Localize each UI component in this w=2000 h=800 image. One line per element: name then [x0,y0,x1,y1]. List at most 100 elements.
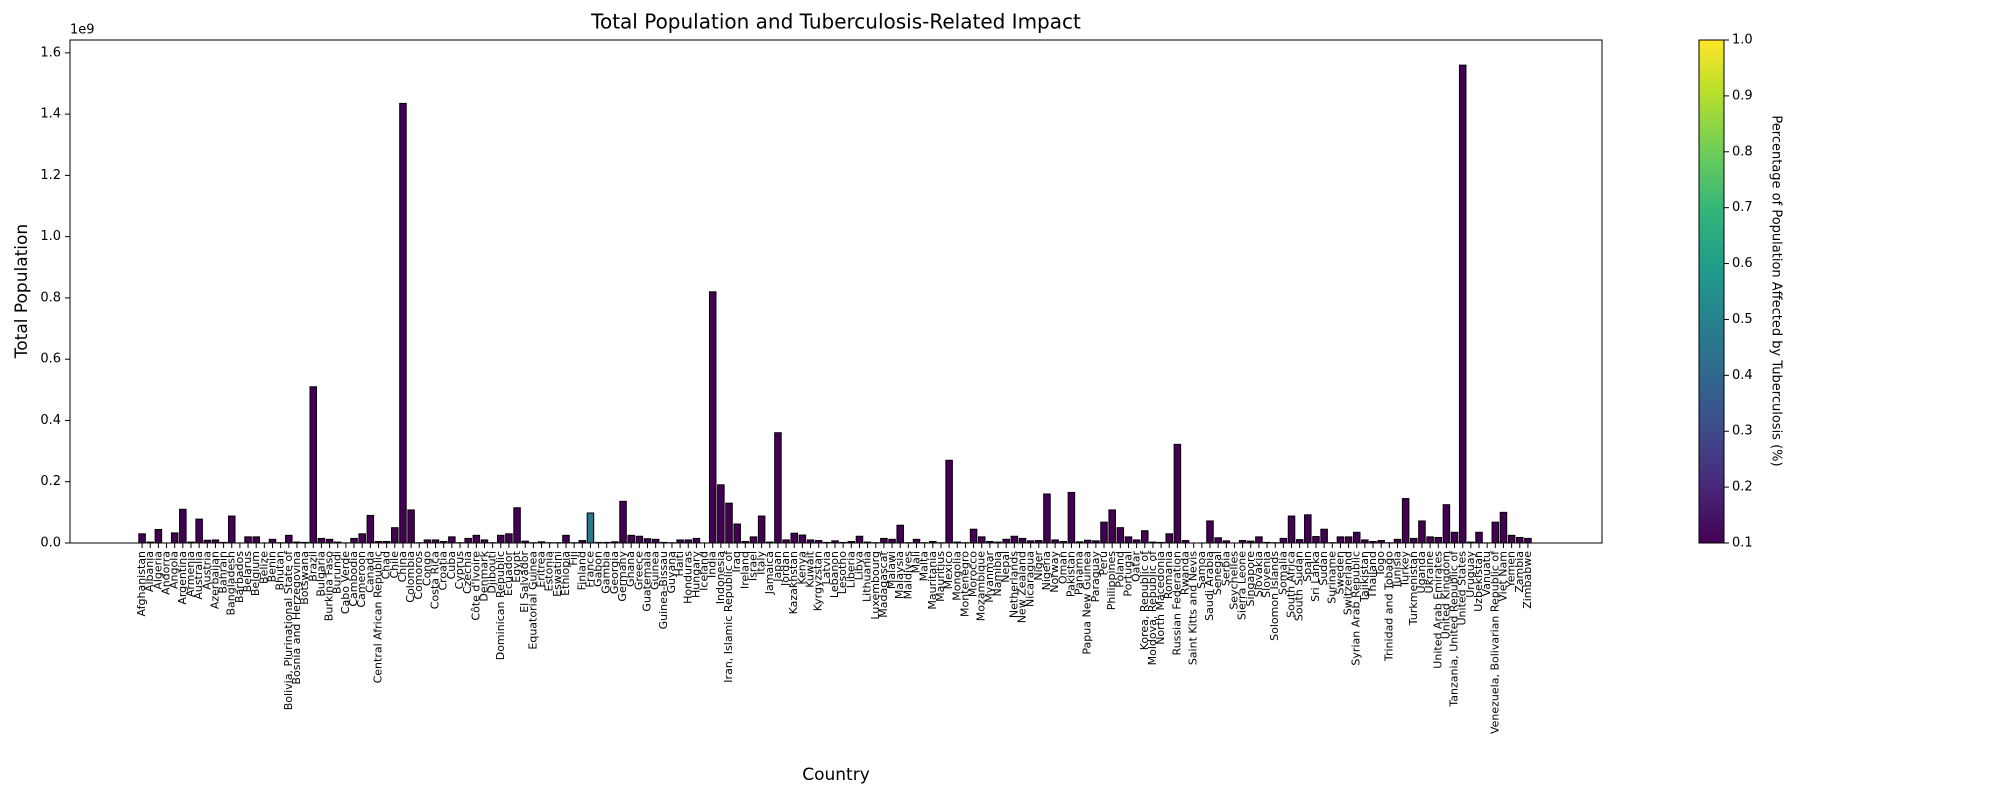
x-tick-label: Senegal [1211,551,1224,595]
x-tick-label: El Salvador [518,551,531,613]
bar [309,386,318,544]
x-tick-label: Botswana [298,551,311,605]
x-tick-label: Pakistan [1064,551,1077,597]
x-tick-label: Zambia [1513,551,1526,593]
bar [798,534,807,544]
x-tick-label: Saudi Arabia [1203,551,1216,621]
x-tick-label: Viet Nam [1496,551,1509,602]
x-tick-label: Germany [616,551,629,602]
x-tick-label: Jamaica [763,551,776,595]
x-tick-label: United Kingdom [1439,551,1452,639]
bar [1010,535,1019,544]
x-tick-label: Cameroon [355,551,368,608]
bar [1475,531,1483,544]
x-tick-label: Lesotho [836,551,849,594]
x-tick-label: Cabo Verde [339,551,352,614]
bar [154,529,163,544]
y-tick-label: 1.4 [40,107,61,122]
x-tick-label: Serbia [1219,551,1232,586]
x-tick-label: Iraq [730,551,743,573]
colorbar-tick-label: 0.7 [1732,200,1753,215]
bar [1002,538,1010,544]
x-tick-label: Dominican Republic [494,551,507,660]
x-tick-label: Sri Lanka [1309,551,1322,602]
x-tick-label: Maldives [901,551,914,600]
x-tick-label: Brazil [306,551,319,582]
bar [350,537,358,544]
bar [195,518,203,544]
bar [1410,537,1418,544]
x-tick-label: Uganda [1415,551,1428,593]
colorbar-tick-label: 0.1 [1732,536,1753,551]
x-tick-label: Albania [143,551,156,592]
y-axis-label: Total Population [12,224,32,359]
x-tick-label: Bangladesh [225,551,238,616]
bar [1393,538,1402,544]
x-tick-label: Sweden [1333,551,1346,594]
bar [1287,515,1296,544]
bar [1206,520,1214,544]
x-tick-label: Paraguay [1089,551,1102,603]
x-tick-label: Eritrea [535,551,548,588]
y-tick-label: 1.6 [40,45,61,60]
x-tick-label: United States [1456,551,1469,626]
x-tick-label: Kuwait [804,550,817,587]
colorbar-frame [1698,39,1725,544]
x-tick-label: Gabon [592,551,605,587]
bar [1255,536,1263,544]
x-tick-label: New Zealand [1015,551,1028,623]
x-tick-label: Rwanda [1179,551,1192,595]
bar [407,509,415,544]
bar [1141,530,1149,544]
y-tick-label: 0.4 [40,413,61,428]
x-tick-label: South Sudan [1293,551,1306,621]
x-tick-label: Mauritania [926,551,939,610]
x-tick-label: Kazakhstan [787,551,800,614]
x-tick-label: Côte d'Ivoire [469,551,482,621]
bar [643,538,652,544]
x-tick-label: Chile [388,551,401,579]
x-tick-label: Myanmar [983,551,996,603]
y-tick-label: 0.0 [40,536,61,551]
x-tick-label: Egypt [510,550,523,582]
bar [757,515,766,544]
bar [227,515,236,544]
colorbar-tick-label: 0.6 [1732,256,1753,271]
bar [774,432,782,544]
x-tick-label: Guyana [665,551,678,593]
x-tick-label: Comoros [412,551,425,600]
x-tick-label: Peru [1097,551,1110,576]
bar [888,538,896,544]
x-tick-label: Norway [1048,551,1061,593]
x-tick-label: Solomon Islands [1268,551,1281,641]
colorbar-tick-label: 0.9 [1732,88,1753,103]
bar [1067,491,1076,544]
bar [945,459,953,544]
x-tick-label: Romania [1162,551,1175,599]
bar [317,537,326,544]
x-tick-label: Niger [1032,551,1045,581]
colorbar-tick-label: 0.3 [1732,424,1753,439]
x-tick-label: Argentina [176,551,189,605]
bar [1491,521,1500,544]
bar [285,534,293,544]
bar [749,536,758,544]
bar [513,507,521,544]
x-tick-label: Benin [266,551,279,582]
bar [790,532,799,544]
x-tick-label: Greece [632,551,645,590]
bar [1173,443,1182,544]
bar [1100,521,1108,544]
x-tick-label: Croatia [437,551,450,591]
bar [325,538,334,544]
x-tick-label: Djibouti [486,551,499,594]
x-tick-label: Austria [200,551,213,590]
bar [268,538,277,544]
bar [562,534,570,544]
x-tick-label: Tunisia [1390,551,1403,590]
bar [1516,536,1524,544]
x-tick-label: Turkey [1399,551,1412,588]
x-tick-label: Japan [771,551,784,583]
bar [448,536,456,544]
